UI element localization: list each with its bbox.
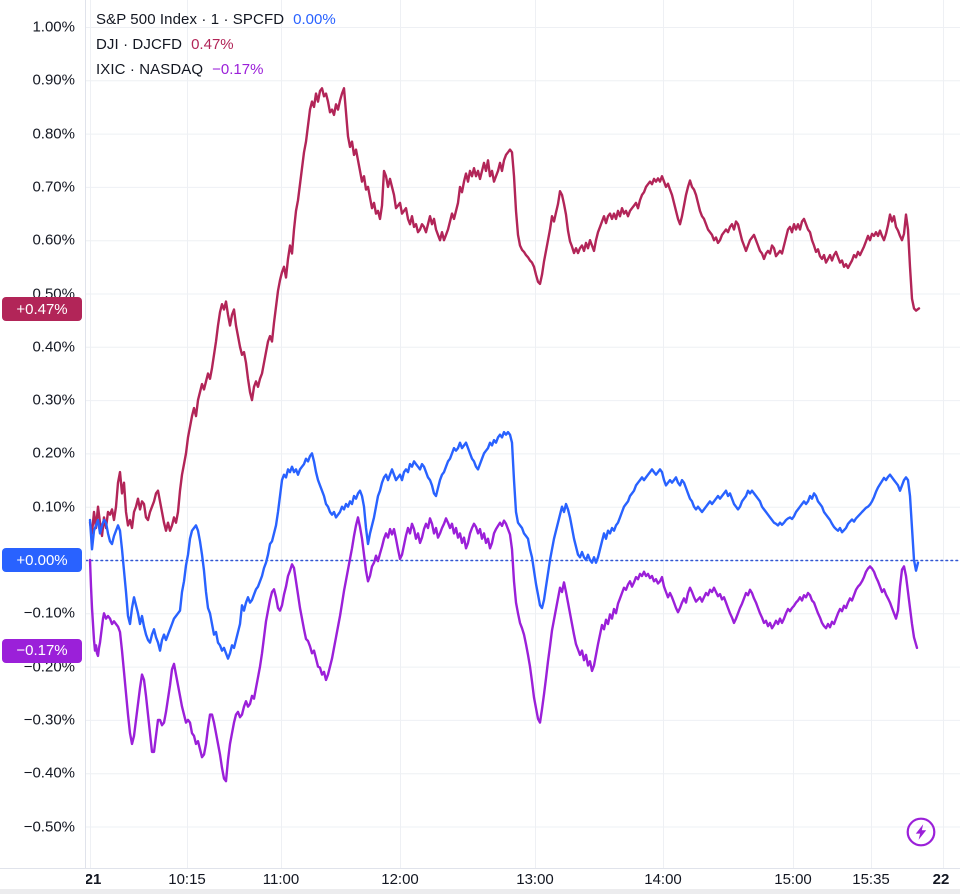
date-tick-label: 21 — [86, 871, 102, 888]
series-line-dji[interactable] — [88, 87, 921, 538]
time-tick-label: 15:35 — [852, 871, 890, 888]
legend-change-value: −0.17% — [212, 61, 264, 78]
last-price-badge: −0.17% — [2, 638, 82, 663]
bottom-separator — [0, 889, 960, 894]
price-tick-label: 0.60% — [32, 231, 75, 249]
price-tick-label: 0.20% — [32, 444, 75, 462]
price-tick-label: −0.40% — [23, 764, 75, 782]
legend-row-dji[interactable]: DJI · DJCFD 0.47% — [96, 32, 336, 57]
price-tick-label: 0.90% — [32, 71, 75, 89]
legend-symbol: IXIC · NASDAQ — [96, 61, 204, 78]
chart-canvas[interactable] — [0, 0, 960, 868]
price-tick-label: −0.10% — [23, 604, 75, 622]
legend-symbol: DJI · DJCFD — [96, 36, 183, 53]
time-tick-label: 10:15 — [168, 871, 206, 888]
price-tick-label: 1.00% — [32, 18, 75, 36]
last-price-badge: +0.47% — [2, 297, 82, 322]
series-line-spx[interactable] — [88, 430, 920, 660]
time-tick-label: 14:00 — [644, 871, 682, 888]
price-tick-label: −0.30% — [23, 711, 75, 729]
date-tick-label: 22 — [932, 871, 950, 888]
time-axis[interactable]: 21 10:15 11:00 12:00 13:00 14:00 15:00 15:35 22 — [86, 868, 960, 890]
time-tick-label: 15:00 — [774, 871, 812, 888]
legend-change-value: 0.47% — [191, 36, 234, 53]
legend-row-spx[interactable]: S&P 500 Index · 1 · SPCFD 0.00% — [96, 7, 336, 32]
legend-change-value: 0.00% — [293, 11, 336, 28]
legend-symbol: S&P 500 Index · 1 · SPCFD — [96, 11, 285, 28]
price-axis[interactable]: 1.00% 0.90% 0.80% 0.70% 0.60% 0.50% 0.40% 0.30%… — [0, 0, 86, 868]
time-axis-border — [0, 868, 960, 869]
time-tick-label: 13:00 — [516, 871, 554, 888]
price-tick-label: 0.40% — [32, 338, 75, 356]
time-tick-label: 11:00 — [262, 871, 300, 888]
price-tick-label: 0.30% — [32, 391, 75, 409]
price-tick-label: 0.80% — [32, 125, 75, 143]
price-tick-label: 0.70% — [32, 178, 75, 196]
lightning-realtime-icon[interactable] — [904, 815, 938, 849]
legend: S&P 500 Index · 1 · SPCFD 0.00% DJI · DJ… — [96, 7, 336, 82]
legend-row-ixic[interactable]: IXIC · NASDAQ −0.17% — [96, 57, 336, 82]
price-tick-label: −0.50% — [23, 818, 75, 835]
price-tick-label: 0.10% — [32, 498, 75, 516]
last-price-badge: +0.00% — [2, 548, 82, 572]
series-line-ixic[interactable] — [88, 516, 919, 783]
time-tick-label: 12:00 — [381, 871, 419, 888]
